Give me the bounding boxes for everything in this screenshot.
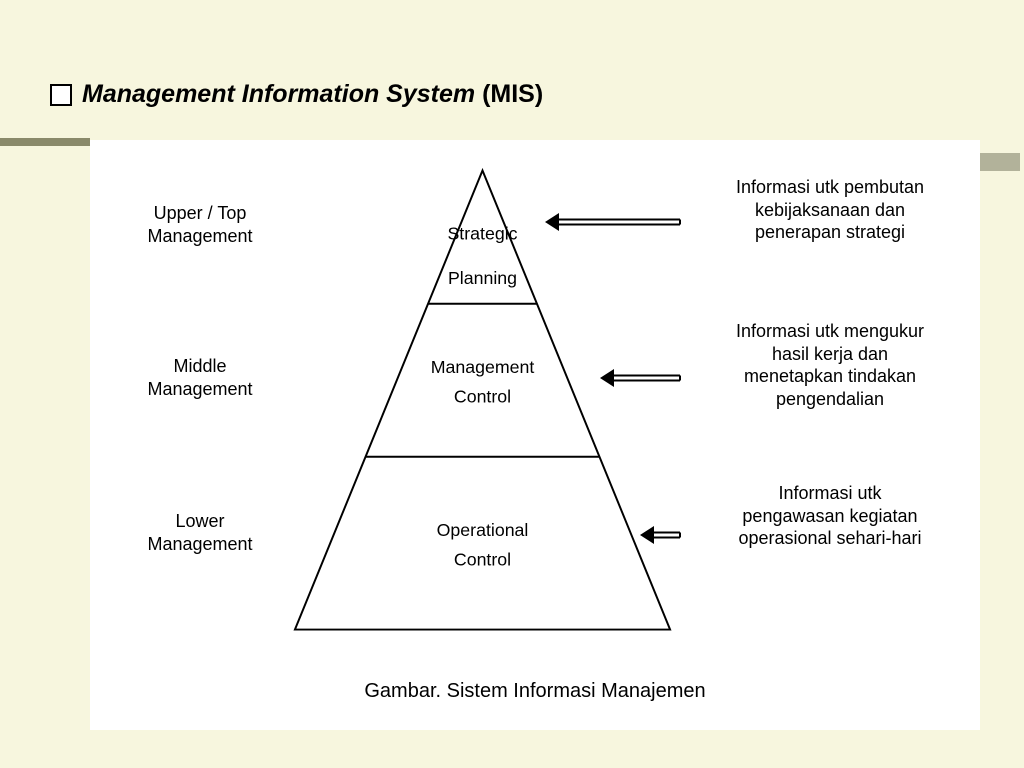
left-label-upper: Upper / TopManagement: [130, 202, 270, 247]
right-label-middle: Informasi utk mengukur hasil kerja dan m…: [730, 320, 930, 410]
divider-left-bar: [0, 138, 90, 146]
right-label-top: Informasi utk pembutan kebijaksanaan dan…: [730, 176, 930, 244]
diagram-container: Strategic Planning Management Control Op…: [90, 140, 980, 730]
title-text: Management Information System (MIS): [82, 80, 543, 109]
level-middle-label-2: Control: [454, 387, 511, 407]
left-label-lower: LowerManagement: [130, 510, 270, 555]
title-italic: Management Information System: [82, 80, 475, 108]
level-top-label-2: Planning: [448, 268, 517, 288]
pyramid-svg: Strategic Planning Management Control Op…: [290, 160, 675, 645]
left-label-middle: MiddleManagement: [130, 355, 270, 400]
title-row: Management Information System (MIS): [50, 80, 543, 109]
slide-header: Management Information System (MIS): [50, 80, 543, 109]
title-normal: (MIS): [475, 80, 543, 108]
level-lower-label-1: Operational: [437, 520, 529, 540]
level-middle-label-1: Management: [431, 357, 535, 377]
diagram-caption: Gambar. Sistem Informasi Manajemen: [90, 680, 980, 703]
right-label-lower: Informasi utk pengawasan kegiatan operas…: [730, 482, 930, 550]
bullet-square-icon: [50, 84, 72, 106]
level-top-label-1: Strategic: [447, 224, 517, 244]
divider-right-bar: [980, 153, 1020, 171]
level-lower-label-2: Control: [454, 549, 511, 569]
